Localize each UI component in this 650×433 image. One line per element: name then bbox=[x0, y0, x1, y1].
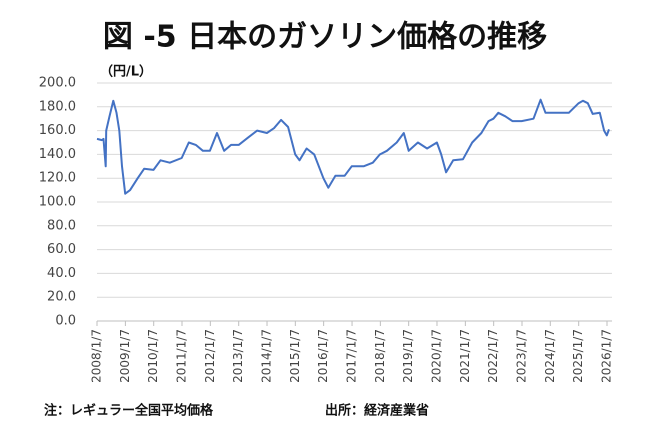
x-tick-label: 2026/1/7 bbox=[600, 329, 614, 383]
note: 注：レギュラー全国平均価格 bbox=[44, 403, 214, 419]
chart-title: 図 -5 日本のガソリン価格の推移 bbox=[103, 20, 547, 55]
x-tick-label: 2021/1/7 bbox=[458, 329, 472, 383]
y-tick-label: 80.0 bbox=[47, 218, 76, 233]
x-tick-label: 2009/1/7 bbox=[118, 329, 132, 383]
y-tick-label: 60.0 bbox=[47, 242, 76, 257]
y-tick-label: 40.0 bbox=[47, 266, 76, 281]
x-tick-label: 2018/1/7 bbox=[373, 329, 387, 383]
x-tick-label: 2011/1/7 bbox=[175, 329, 189, 383]
x-tick-label: 2010/1/7 bbox=[146, 329, 160, 383]
y-tick-label: 200.0 bbox=[39, 76, 76, 91]
price-line bbox=[96, 98, 610, 195]
x-tick-label: 2023/1/7 bbox=[514, 329, 528, 383]
x-tick-label: 2025/1/7 bbox=[571, 329, 585, 383]
y-tick-label: 180.0 bbox=[39, 99, 76, 114]
x-tick-label: 2015/1/7 bbox=[288, 329, 302, 383]
x-tick-label: 2014/1/7 bbox=[260, 329, 274, 383]
x-tick-label: 2017/1/7 bbox=[345, 329, 359, 383]
unit-label: （円/L） bbox=[100, 64, 152, 80]
y-tick-label: 100.0 bbox=[39, 195, 76, 210]
y-tick-label: 140.0 bbox=[39, 147, 76, 162]
y-tick-label: 160.0 bbox=[39, 123, 76, 138]
y-tick-label: 0.0 bbox=[55, 314, 76, 329]
x-tick-label: 2020/1/7 bbox=[429, 329, 443, 383]
source: 出所：経済産業省 bbox=[325, 403, 429, 419]
x-tick-label: 2013/1/7 bbox=[231, 329, 245, 383]
y-tick-label: 20.0 bbox=[47, 290, 76, 305]
x-tick-label: 2012/1/7 bbox=[203, 329, 217, 383]
x-tick-label: 2024/1/7 bbox=[543, 329, 557, 383]
x-tick-label: 2016/1/7 bbox=[316, 329, 330, 383]
x-tick-label: 2022/1/7 bbox=[486, 329, 500, 383]
x-tick-label: 2019/1/7 bbox=[401, 329, 415, 383]
x-tick-label: 2008/1/7 bbox=[90, 329, 104, 383]
y-tick-label: 120.0 bbox=[39, 171, 76, 186]
